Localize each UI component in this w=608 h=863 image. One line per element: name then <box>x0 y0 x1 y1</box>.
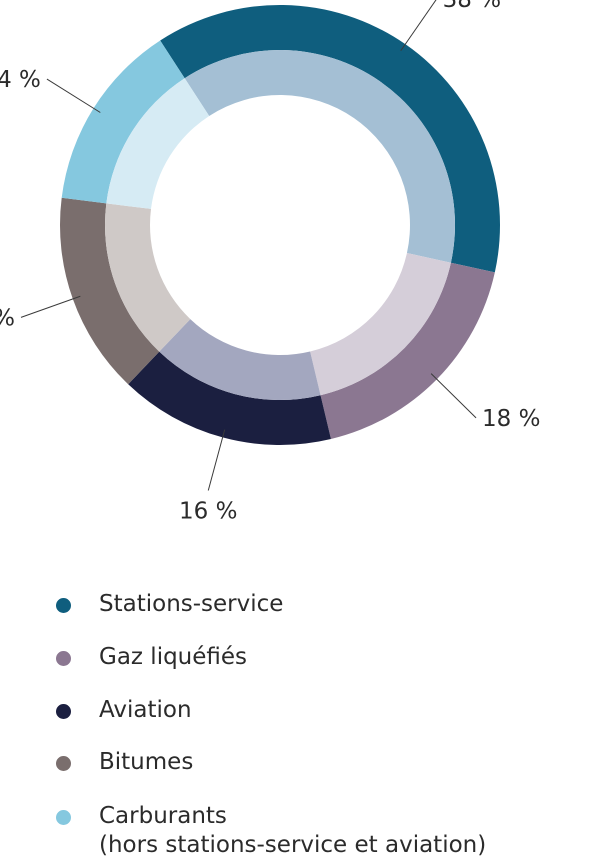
legend-label-gaz-liquefies: Gaz liquéfiés <box>99 643 247 672</box>
legend-label-line: Carburants <box>99 803 227 829</box>
legend-label-line: Aviation <box>99 697 192 723</box>
inner-slice-bitumes <box>104 203 191 352</box>
pct-label-bitumes: 15 % <box>0 305 15 331</box>
legend-swatch-bitumes <box>56 756 71 771</box>
legend-item-gaz-liquefies: Gaz liquéfiés <box>56 643 247 672</box>
slice-gaz-liquefies <box>320 262 495 440</box>
leader-line-bitumes <box>20 295 81 318</box>
legend-label-line: Bitumes <box>99 749 194 775</box>
leader-line-aviation <box>207 429 226 491</box>
legend-label-line: Gaz liquéfiés <box>99 644 248 670</box>
leader-line-stations-service <box>400 0 437 52</box>
leader-line-carburants <box>46 78 101 113</box>
legend-label-bitumes: Bitumes <box>99 748 193 777</box>
slice-carburants <box>61 40 185 204</box>
legend-label-carburants: Carburants (hors stations-service et avia… <box>99 802 486 860</box>
inner-slice-gaz-liquefies <box>310 253 451 396</box>
pct-label-aviation: 16 % <box>179 498 237 524</box>
legend-swatch-gaz-liquefies <box>56 651 71 666</box>
pct-label-gaz-liquefies: 18 % <box>482 406 540 432</box>
inner-slice-aviation <box>159 319 321 401</box>
legend-item-stations-service: Stations-service <box>56 590 283 619</box>
inner-slice-carburants <box>106 78 210 209</box>
leader-line-gaz-liquefies <box>430 373 477 419</box>
legend-label-line: Stations-service <box>99 591 284 617</box>
legend-swatch-aviation <box>56 704 71 719</box>
slice-bitumes <box>60 197 160 385</box>
legend-swatch-carburants <box>56 810 71 825</box>
donut-chart: 38 % 18 % 16 % 15 % 14 % <box>0 0 540 524</box>
legend-label-line: (hors stations-service et aviation) <box>99 832 487 858</box>
legend-swatch-stations-service <box>56 598 71 613</box>
legend-item-bitumes: Bitumes <box>56 748 193 777</box>
legend-item-aviation: Aviation <box>56 696 192 725</box>
pct-label-carburants: 14 % <box>0 67 41 93</box>
slice-aviation <box>128 351 331 445</box>
inner-slice-stations-service <box>184 49 455 263</box>
legend-item-carburants: Carburants (hors stations-service et avia… <box>56 802 486 860</box>
legend-label-stations-service: Stations-service <box>99 590 283 619</box>
legend-label-aviation: Aviation <box>99 696 192 725</box>
slice-stations-service <box>160 4 500 273</box>
pct-label-stations-service: 38 % <box>443 0 501 13</box>
